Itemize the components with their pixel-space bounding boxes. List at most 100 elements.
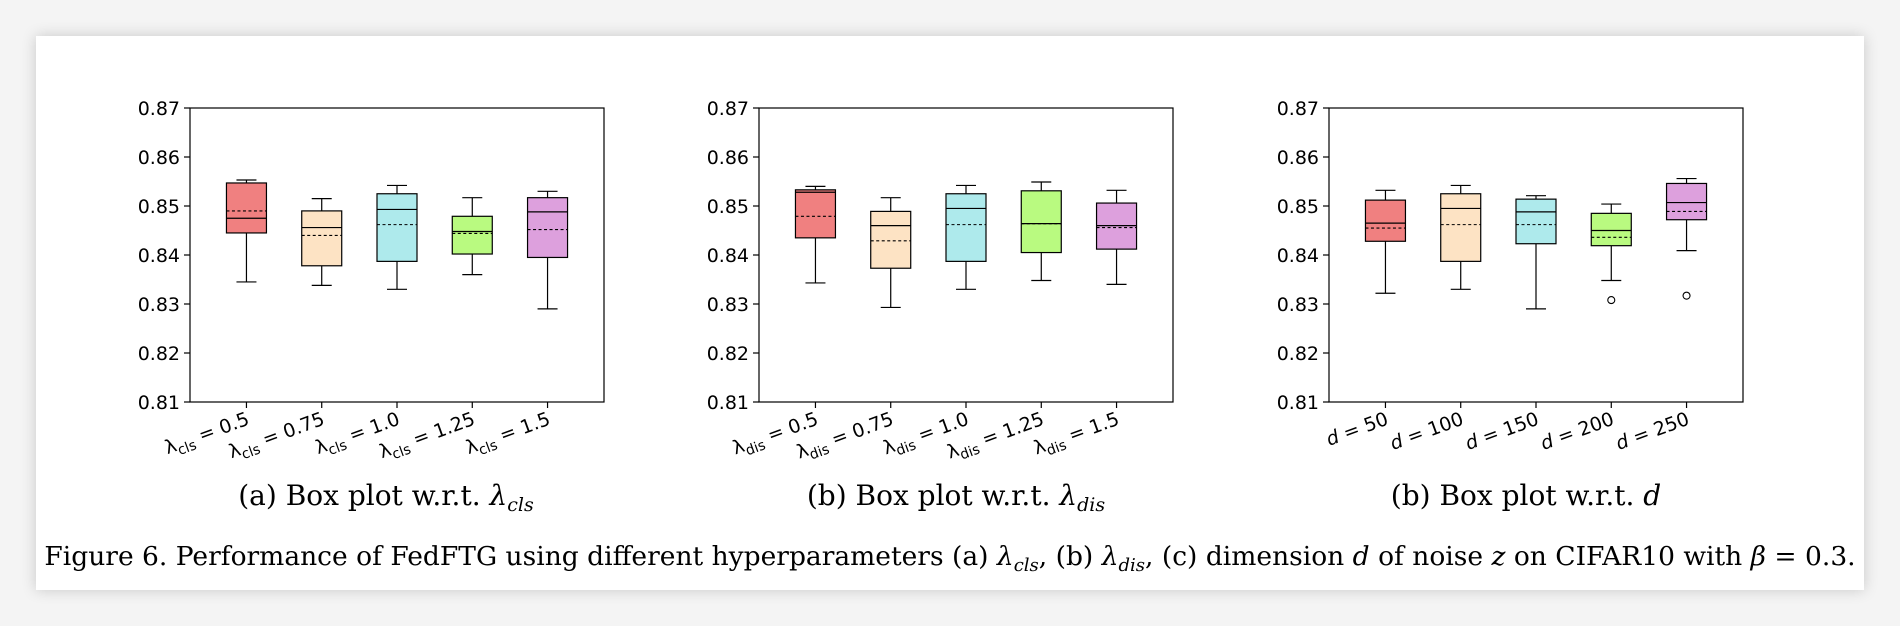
subplot-title: (b) Box plot w.r.t. λdis — [807, 479, 1105, 516]
tick-subscript: cls — [240, 441, 263, 462]
y-tick-label: 0.84 — [1277, 245, 1319, 267]
y-tick-label: 0.81 — [1277, 392, 1319, 414]
tick-value: = 1.5 — [1060, 408, 1122, 449]
x-tick-label: d = 150 — [1462, 408, 1541, 455]
box-body — [1364, 199, 1407, 242]
tick-value: = 150 — [1474, 408, 1542, 451]
box-body — [526, 197, 569, 259]
caption-part: λ — [996, 541, 1014, 572]
box-3 — [1515, 195, 1557, 310]
box-2 — [301, 198, 343, 286]
box-5 — [526, 190, 569, 310]
box-3 — [376, 184, 418, 290]
box-body — [1020, 190, 1062, 254]
box-body — [1590, 212, 1632, 247]
tick-subscript: cls — [390, 441, 413, 462]
caption-part: dis — [1119, 555, 1146, 576]
x-tick-label: d = 50 — [1323, 408, 1391, 451]
tick-value: = 50 — [1335, 408, 1392, 447]
subplot-title-symbol: λ — [1058, 479, 1077, 512]
outlier-point — [1682, 291, 1691, 300]
x-tick-label: d = 200 — [1538, 408, 1617, 455]
tick-subscript: dis — [958, 441, 982, 463]
tick-subscript: dis — [743, 437, 767, 459]
box-body — [301, 210, 343, 267]
box-4 — [1590, 203, 1632, 305]
y-tick-label: 0.82 — [1277, 343, 1319, 365]
y-tick-label: 0.81 — [138, 392, 180, 414]
box-1 — [794, 185, 837, 284]
box-3 — [945, 184, 987, 290]
figure-caption: Figure 6. Performance of FedFTG using di… — [44, 541, 1855, 576]
subplot-title-symbol: λ — [489, 479, 508, 512]
tick-subscript: cls — [326, 437, 349, 458]
box-4 — [451, 197, 493, 276]
y-tick-label: 0.87 — [1277, 98, 1319, 120]
y-tick-label: 0.87 — [707, 98, 749, 120]
y-tick-label: 0.83 — [138, 294, 180, 316]
tick-value: = 100 — [1399, 408, 1467, 451]
box-1 — [225, 179, 268, 283]
box-1 — [1364, 189, 1407, 294]
tick-value: = 0.5 — [190, 408, 252, 449]
y-tick-label: 0.83 — [707, 294, 749, 316]
box-5 — [1095, 189, 1138, 285]
box-body — [451, 215, 493, 255]
y-tick-label: 0.82 — [707, 343, 749, 365]
y-tick-label: 0.86 — [1277, 147, 1319, 169]
subplot-title-text: (b) Box plot w.r.t. — [1391, 479, 1644, 512]
y-tick-label: 0.84 — [138, 245, 180, 267]
subplot-title-subscript: cls — [507, 494, 534, 516]
subplot-title: (a) Box plot w.r.t. λcls — [238, 479, 534, 516]
y-tick-label: 0.85 — [1277, 196, 1319, 218]
outlier-point — [1607, 296, 1616, 305]
y-tick-label: 0.82 — [138, 343, 180, 365]
y-tick-label: 0.85 — [707, 196, 749, 218]
box-body — [225, 182, 268, 234]
box-body — [1665, 182, 1708, 221]
caption-part: λ — [1101, 541, 1119, 572]
caption-part: d — [1353, 541, 1370, 572]
subplot-title: (b) Box plot w.r.t. d — [1391, 479, 1661, 512]
subplot-title-text: (a) Box plot w.r.t. — [238, 479, 489, 512]
x-tick-label: λcls = 1.5 — [463, 408, 555, 463]
tick-value: = 200 — [1549, 408, 1617, 451]
y-tick-label: 0.87 — [138, 98, 180, 120]
x-tick-label: d = 100 — [1387, 408, 1466, 455]
tick-value: = 1.0 — [340, 408, 402, 449]
tick-value: = 0.5 — [759, 408, 821, 449]
box-body — [870, 210, 912, 269]
subplot-title-symbol: d — [1643, 479, 1661, 512]
caption-part: , (c) dimension — [1145, 541, 1353, 572]
caption-part: β — [1750, 541, 1766, 572]
y-tick-label: 0.84 — [707, 245, 749, 267]
box-4 — [1020, 181, 1062, 282]
caption-part: of noise — [1370, 541, 1492, 572]
tick-value: = 250 — [1624, 408, 1692, 451]
box-2 — [870, 197, 912, 309]
figure-card: 0.81 0.82 0.83 0.84 0.85 0.86 0.87 λcls = 0.5 λc… — [36, 36, 1864, 590]
caption-part: = 0.3. — [1766, 541, 1856, 572]
box-body — [1515, 198, 1557, 245]
subplot-title-text: (b) Box plot w.r.t. — [807, 479, 1060, 512]
tick-subscript: cls — [477, 437, 500, 458]
tick-subscript: dis — [894, 437, 918, 459]
x-tick-label: d = 250 — [1613, 408, 1692, 455]
tick-value: = 1.0 — [909, 408, 971, 449]
tick-subscript: dis — [807, 441, 831, 463]
box-5 — [1665, 177, 1708, 300]
box-body — [376, 193, 418, 262]
box-body — [794, 189, 837, 239]
caption-part: , (b) — [1039, 541, 1102, 572]
caption-part: Figure 6. Performance of FedFTG using di… — [44, 541, 997, 572]
caption-part: on CIFAR10 with — [1505, 541, 1750, 572]
tick-subscript: cls — [176, 437, 199, 458]
box-body — [945, 193, 987, 262]
caption-part: cls — [1014, 555, 1039, 576]
box-body — [1440, 193, 1482, 262]
box-2 — [1440, 184, 1482, 290]
y-tick-label: 0.81 — [707, 392, 749, 414]
y-tick-label: 0.86 — [707, 147, 749, 169]
